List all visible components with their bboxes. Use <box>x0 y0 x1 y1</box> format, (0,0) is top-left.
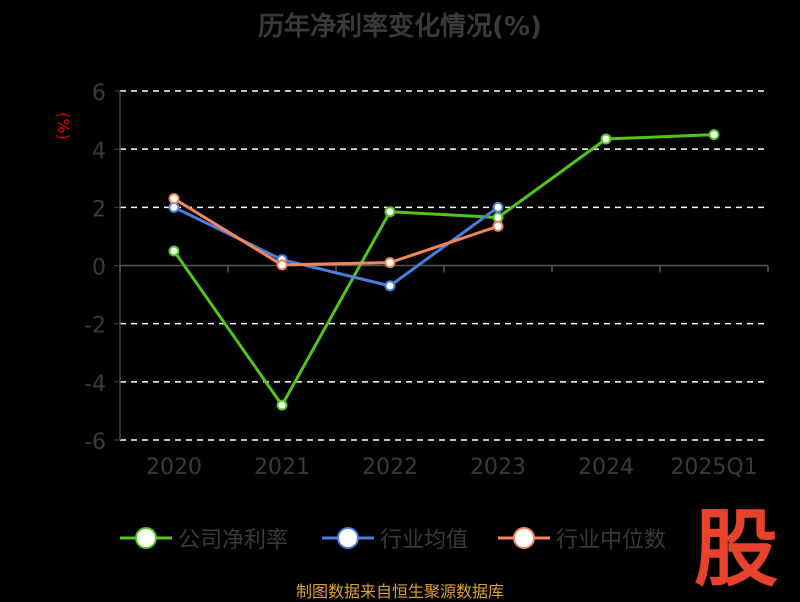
legend-label: 公司净利率 <box>178 528 289 553</box>
data-point[interactable] <box>168 193 180 205</box>
legend-marker-icon <box>322 527 374 549</box>
data-point[interactable] <box>492 212 504 224</box>
x-tick-label: 2022 <box>362 455 418 480</box>
data-point[interactable] <box>168 201 180 213</box>
series-2 <box>168 193 504 271</box>
series-line <box>172 133 715 407</box>
chart-title: 历年净利率变化情况(%) <box>258 12 542 42</box>
data-point[interactable] <box>168 245 180 257</box>
y-tick-label: 6 <box>92 81 106 106</box>
y-axis-label: (%) <box>54 112 73 140</box>
data-source-caption: 制图数据来自恒生聚源数据库 <box>295 582 504 601</box>
data-point[interactable] <box>384 257 396 269</box>
y-tick-label: 4 <box>92 139 106 164</box>
tick-labels: 6 4 2 0 -2 -4 -6 2020 2021 2022 2023 2024 2025Q1 <box>84 81 758 480</box>
data-point[interactable] <box>384 280 396 292</box>
x-tick-label: 2024 <box>578 455 634 480</box>
series-line <box>173 197 499 267</box>
y-tick-label: -4 <box>84 372 106 397</box>
legend-item-company-net-margin[interactable]: 公司净利率 <box>118 518 288 558</box>
y-tick-label: 0 <box>92 256 106 281</box>
legend: 公司净利率 行业均值 行业中位数 <box>0 518 800 558</box>
axes <box>114 90 769 441</box>
data-point[interactable] <box>384 206 396 218</box>
x-tick-label: 2025Q1 <box>670 455 757 480</box>
series-lines <box>168 129 720 411</box>
data-point[interactable] <box>600 133 612 145</box>
gridlines <box>120 90 768 441</box>
y-tick-label: 2 <box>92 197 106 222</box>
legend-label: 行业均值 <box>380 528 469 553</box>
data-point[interactable] <box>492 201 504 213</box>
x-tick-label: 2020 <box>146 455 202 480</box>
legend-item-industry-mean[interactable]: 行业均值 <box>320 518 468 558</box>
legend-marker-icon <box>120 527 172 549</box>
brand-logo-icon: 股 <box>694 500 778 592</box>
series-0 <box>168 129 720 411</box>
data-point[interactable] <box>708 129 720 141</box>
logo-glyph: 股 <box>694 500 778 592</box>
legend-item-industry-median[interactable]: 行业中位数 <box>496 518 666 558</box>
legend-label: 行业中位数 <box>556 528 667 553</box>
legend-marker-icon <box>498 527 550 549</box>
data-point[interactable] <box>492 220 504 232</box>
x-tick-label: 2021 <box>254 455 310 480</box>
data-point[interactable] <box>276 399 288 411</box>
series-line <box>173 205 499 288</box>
data-point[interactable] <box>276 259 288 271</box>
y-tick-label: -2 <box>84 314 106 339</box>
x-tick-label: 2023 <box>470 455 526 480</box>
y-tick-label: -6 <box>84 430 106 455</box>
